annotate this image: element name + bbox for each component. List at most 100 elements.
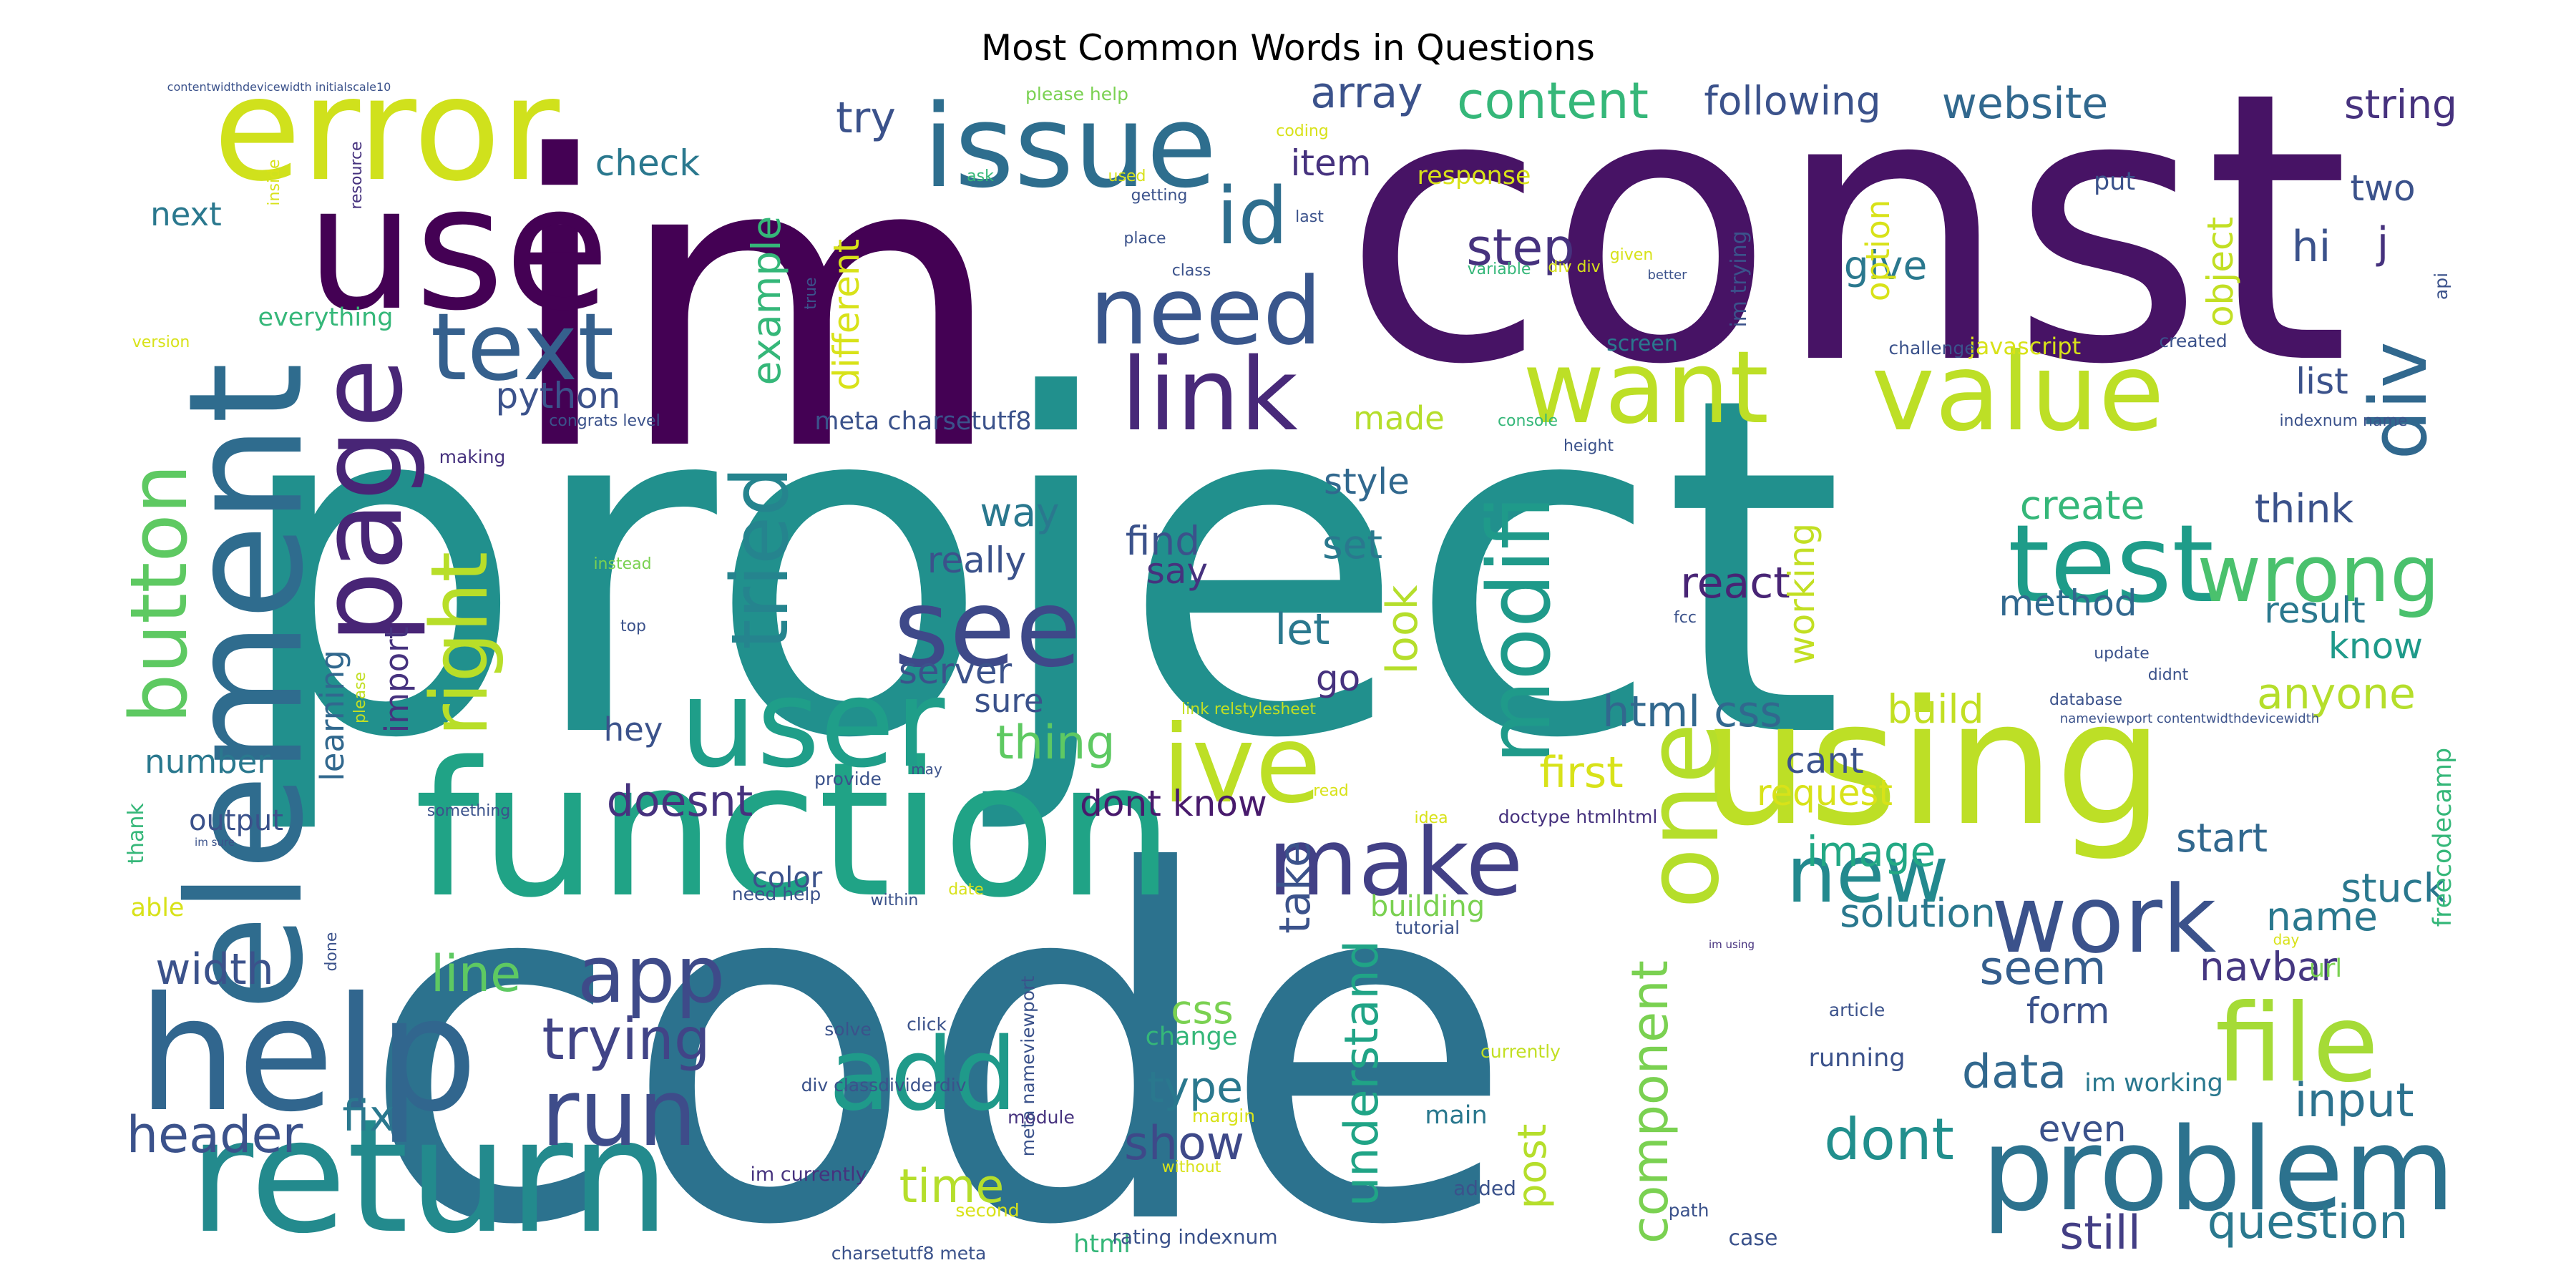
word: rating indexnum <box>1112 1225 1277 1249</box>
word: const <box>1342 12 2350 446</box>
word: second <box>955 1200 1019 1221</box>
word: look <box>1377 585 1428 674</box>
word: building <box>1370 890 1485 923</box>
word: give <box>1844 243 1928 288</box>
word: within <box>871 892 919 909</box>
word: everything <box>258 303 394 332</box>
word: used <box>1108 167 1146 185</box>
word: color <box>752 862 823 894</box>
word: fix <box>342 1091 394 1141</box>
word: following <box>1704 78 1880 124</box>
word: database <box>2049 691 2122 709</box>
word: ive <box>1162 703 1322 827</box>
word: better <box>1647 268 1687 283</box>
word: case <box>1729 1226 1778 1251</box>
word: help <box>137 963 478 1146</box>
word: stuck <box>2341 865 2446 911</box>
word: working <box>1781 523 1823 665</box>
word: use <box>306 148 610 348</box>
word: able <box>131 894 185 922</box>
word: button <box>113 464 205 724</box>
word: response <box>1418 162 1531 190</box>
word: question <box>2207 1196 2409 1249</box>
word: provide <box>814 769 882 789</box>
word: im working <box>2084 1069 2223 1098</box>
word: meta nameviewport <box>1018 976 1038 1157</box>
word: say <box>1146 550 1208 592</box>
word: return <box>189 1085 670 1268</box>
word: resource <box>348 141 366 209</box>
word: link <box>1121 337 1298 454</box>
word: didnt <box>2148 666 2189 684</box>
word: coding <box>1276 122 1329 140</box>
word: solve <box>824 1019 871 1040</box>
word: put <box>2094 167 2135 196</box>
word: contentwidthdevicewidth initialscale10 <box>167 80 391 94</box>
word: dont know <box>1080 783 1267 824</box>
word: function <box>414 723 1174 939</box>
word: still <box>2059 1206 2141 1260</box>
word: using <box>1700 663 2164 864</box>
word: style <box>1324 461 1410 502</box>
word: react <box>1680 558 1790 608</box>
word: component <box>1621 960 1679 1244</box>
word: way <box>980 489 1059 535</box>
word: wrong <box>2197 528 2440 620</box>
word: ask <box>967 167 994 185</box>
word: show <box>1124 1117 1244 1171</box>
word: find <box>1126 518 1200 564</box>
word: javascript <box>1968 333 2081 360</box>
word: test <box>2008 502 2214 627</box>
word: understand <box>1335 940 1389 1206</box>
word: id <box>1216 170 1288 262</box>
word: place <box>1123 230 1166 248</box>
word: something <box>427 802 510 820</box>
word: main <box>1425 1101 1487 1130</box>
word: created <box>2159 331 2227 351</box>
word: file <box>2215 982 2379 1106</box>
word: even <box>2039 1108 2127 1150</box>
word: data <box>1962 1045 2067 1099</box>
word: anyone <box>2257 669 2416 719</box>
word: thank <box>124 803 149 864</box>
word: problem <box>1981 1103 2455 1236</box>
word: see <box>894 567 1082 691</box>
word: need <box>1090 257 1322 366</box>
word: top <box>620 618 646 635</box>
word: im using <box>1709 938 1755 951</box>
word: cant <box>1785 740 1863 781</box>
word: image <box>1807 827 1936 876</box>
word: value <box>1871 331 2165 455</box>
word: make <box>1268 808 1523 917</box>
word: challenge <box>1888 338 1975 358</box>
word: python <box>496 375 621 416</box>
word: let <box>1274 605 1330 655</box>
word: option <box>1859 200 1897 301</box>
word: please <box>351 672 369 723</box>
word: update <box>2094 645 2150 663</box>
word: date <box>948 881 984 899</box>
word: idea <box>1414 809 1448 827</box>
word: trying <box>542 1006 710 1073</box>
word: indexnum name <box>2280 412 2408 430</box>
word: step <box>1466 218 1574 277</box>
word: currently <box>1480 1041 1561 1062</box>
word: im sure <box>195 836 235 849</box>
word: width <box>155 945 273 995</box>
word: im currently <box>750 1163 867 1186</box>
word: screen <box>1606 331 1678 356</box>
word: running <box>1808 1044 1905 1073</box>
word: list <box>2296 361 2348 402</box>
word: input <box>2294 1074 2414 1128</box>
word: meta charsetutf8 <box>814 407 1031 436</box>
word: know <box>2328 625 2423 667</box>
word: made <box>1353 399 1445 437</box>
word: margin <box>1192 1106 1255 1126</box>
word: request <box>1757 772 1893 814</box>
word: form <box>2026 990 2110 1032</box>
word: user <box>680 653 945 795</box>
word: run <box>541 1058 697 1167</box>
word: post <box>1509 1124 1555 1209</box>
word: next <box>150 195 222 233</box>
